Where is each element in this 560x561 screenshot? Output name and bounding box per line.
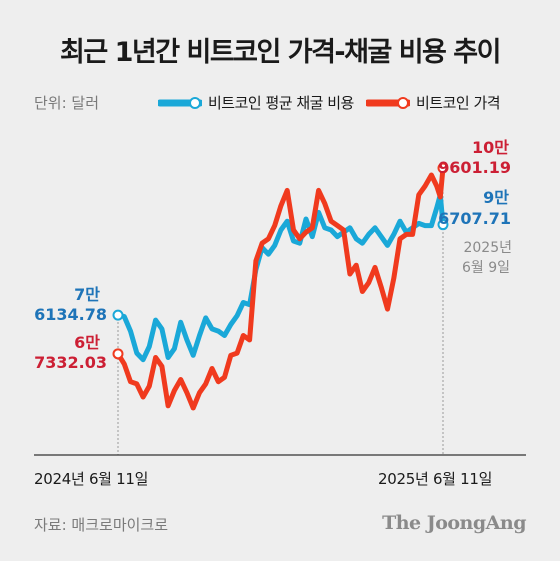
point-price-start: [112, 348, 124, 360]
legend-item-price: 비트코인 가격: [366, 92, 501, 113]
x-label-start: 2024년 6월 11일: [34, 470, 149, 488]
point-mining-cost-start: [112, 309, 124, 321]
end-date-year: 2025년: [463, 240, 512, 256]
price-start-value: 7332.03: [34, 353, 107, 372]
legend-item-mining-cost: 비트코인 평균 채굴 비용: [158, 92, 354, 113]
point-mining-cost-end: [437, 219, 449, 231]
unit-label: 단위: 달러: [34, 94, 100, 112]
source-note: 자료: 매크로마이크로: [34, 516, 169, 534]
x-label-end: 2025년 6월 11일: [378, 470, 493, 488]
legend-swatch-mining-cost: [158, 96, 202, 109]
end-date-day: 6월 9일: [462, 260, 510, 276]
cost-start-label: 7만: [74, 285, 100, 304]
chart-title: 최근 1년간 비트코인 가격-채굴 비용 추이: [60, 37, 501, 68]
cost-end-label: 9만: [483, 188, 509, 207]
legend-label-mining-cost: 비트코인 평균 채굴 비용: [208, 94, 354, 112]
brand-logo: The JoongAng: [382, 512, 526, 534]
price-start-label: 6만: [74, 333, 100, 352]
cost-start-value: 6134.78: [34, 305, 107, 324]
cost-end-value: 6707.71: [438, 209, 511, 228]
price-end-value: 9601.19: [438, 158, 511, 177]
legend-label-price: 비트코인 가격: [416, 94, 501, 112]
series-line-mining-cost: [115, 192, 446, 363]
series-line-price: [115, 165, 446, 411]
point-price-end: [437, 162, 449, 174]
legend-swatch-price: [366, 96, 410, 109]
price-end-label: 10만: [472, 138, 509, 157]
